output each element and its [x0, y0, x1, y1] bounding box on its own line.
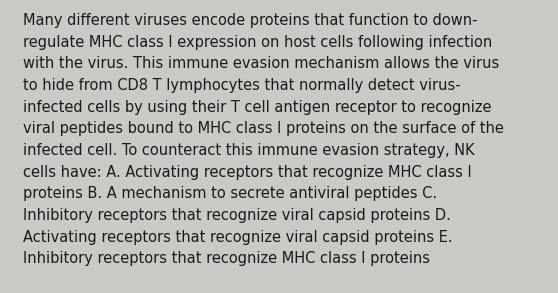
Text: viral peptides bound to MHC class I proteins on the surface of the: viral peptides bound to MHC class I prot… — [23, 121, 504, 136]
Text: with the virus. This immune evasion mechanism allows the virus: with the virus. This immune evasion mech… — [23, 56, 499, 71]
Text: cells have: A. Activating receptors that recognize MHC class I: cells have: A. Activating receptors that… — [23, 165, 472, 180]
Text: Inhibitory receptors that recognize MHC class I proteins: Inhibitory receptors that recognize MHC … — [23, 251, 430, 266]
Text: Activating receptors that recognize viral capsid proteins E.: Activating receptors that recognize vira… — [23, 230, 453, 245]
Text: proteins B. A mechanism to secrete antiviral peptides C.: proteins B. A mechanism to secrete antiv… — [23, 186, 437, 201]
Text: Many different viruses encode proteins that function to down-: Many different viruses encode proteins t… — [23, 13, 478, 28]
Text: Inhibitory receptors that recognize viral capsid proteins D.: Inhibitory receptors that recognize vira… — [23, 208, 451, 223]
Text: infected cells by using their T cell antigen receptor to recognize: infected cells by using their T cell ant… — [23, 100, 492, 115]
Text: to hide from CD8 T lymphocytes that normally detect virus-: to hide from CD8 T lymphocytes that norm… — [23, 78, 461, 93]
Text: infected cell. To counteract this immune evasion strategy, NK: infected cell. To counteract this immune… — [23, 143, 475, 158]
Text: regulate MHC class I expression on host cells following infection: regulate MHC class I expression on host … — [23, 35, 492, 50]
